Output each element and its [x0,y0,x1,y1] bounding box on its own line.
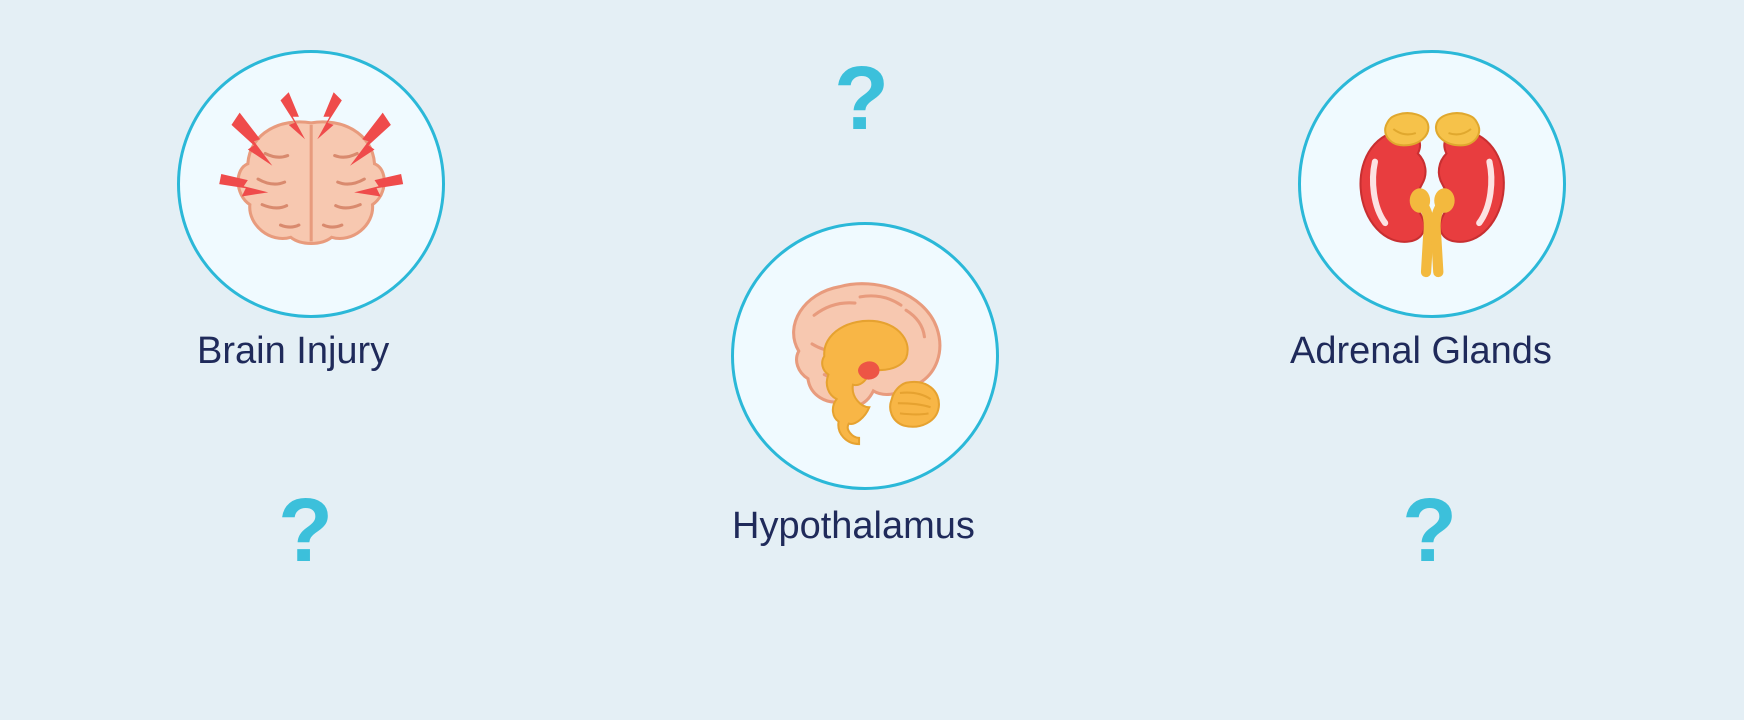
adrenal-glands-label: Adrenal Glands [1290,330,1552,373]
brain-injury-circle [177,50,445,318]
adrenal-glands-icon [1330,82,1534,286]
hypothalamus-label: Hypothalamus [732,505,975,548]
question-mark-icon: ? [1402,480,1457,583]
hypothalamus-icon [763,254,967,458]
hypothalamus-circle [731,222,999,490]
brain-injury-label: Brain Injury [197,330,389,373]
question-mark-icon: ? [278,480,333,583]
question-mark-icon: ? [834,48,889,151]
brain-injury-icon [209,82,413,286]
adrenal-glands-circle [1298,50,1566,318]
infographic-canvas: Brain Injury [0,0,1744,720]
